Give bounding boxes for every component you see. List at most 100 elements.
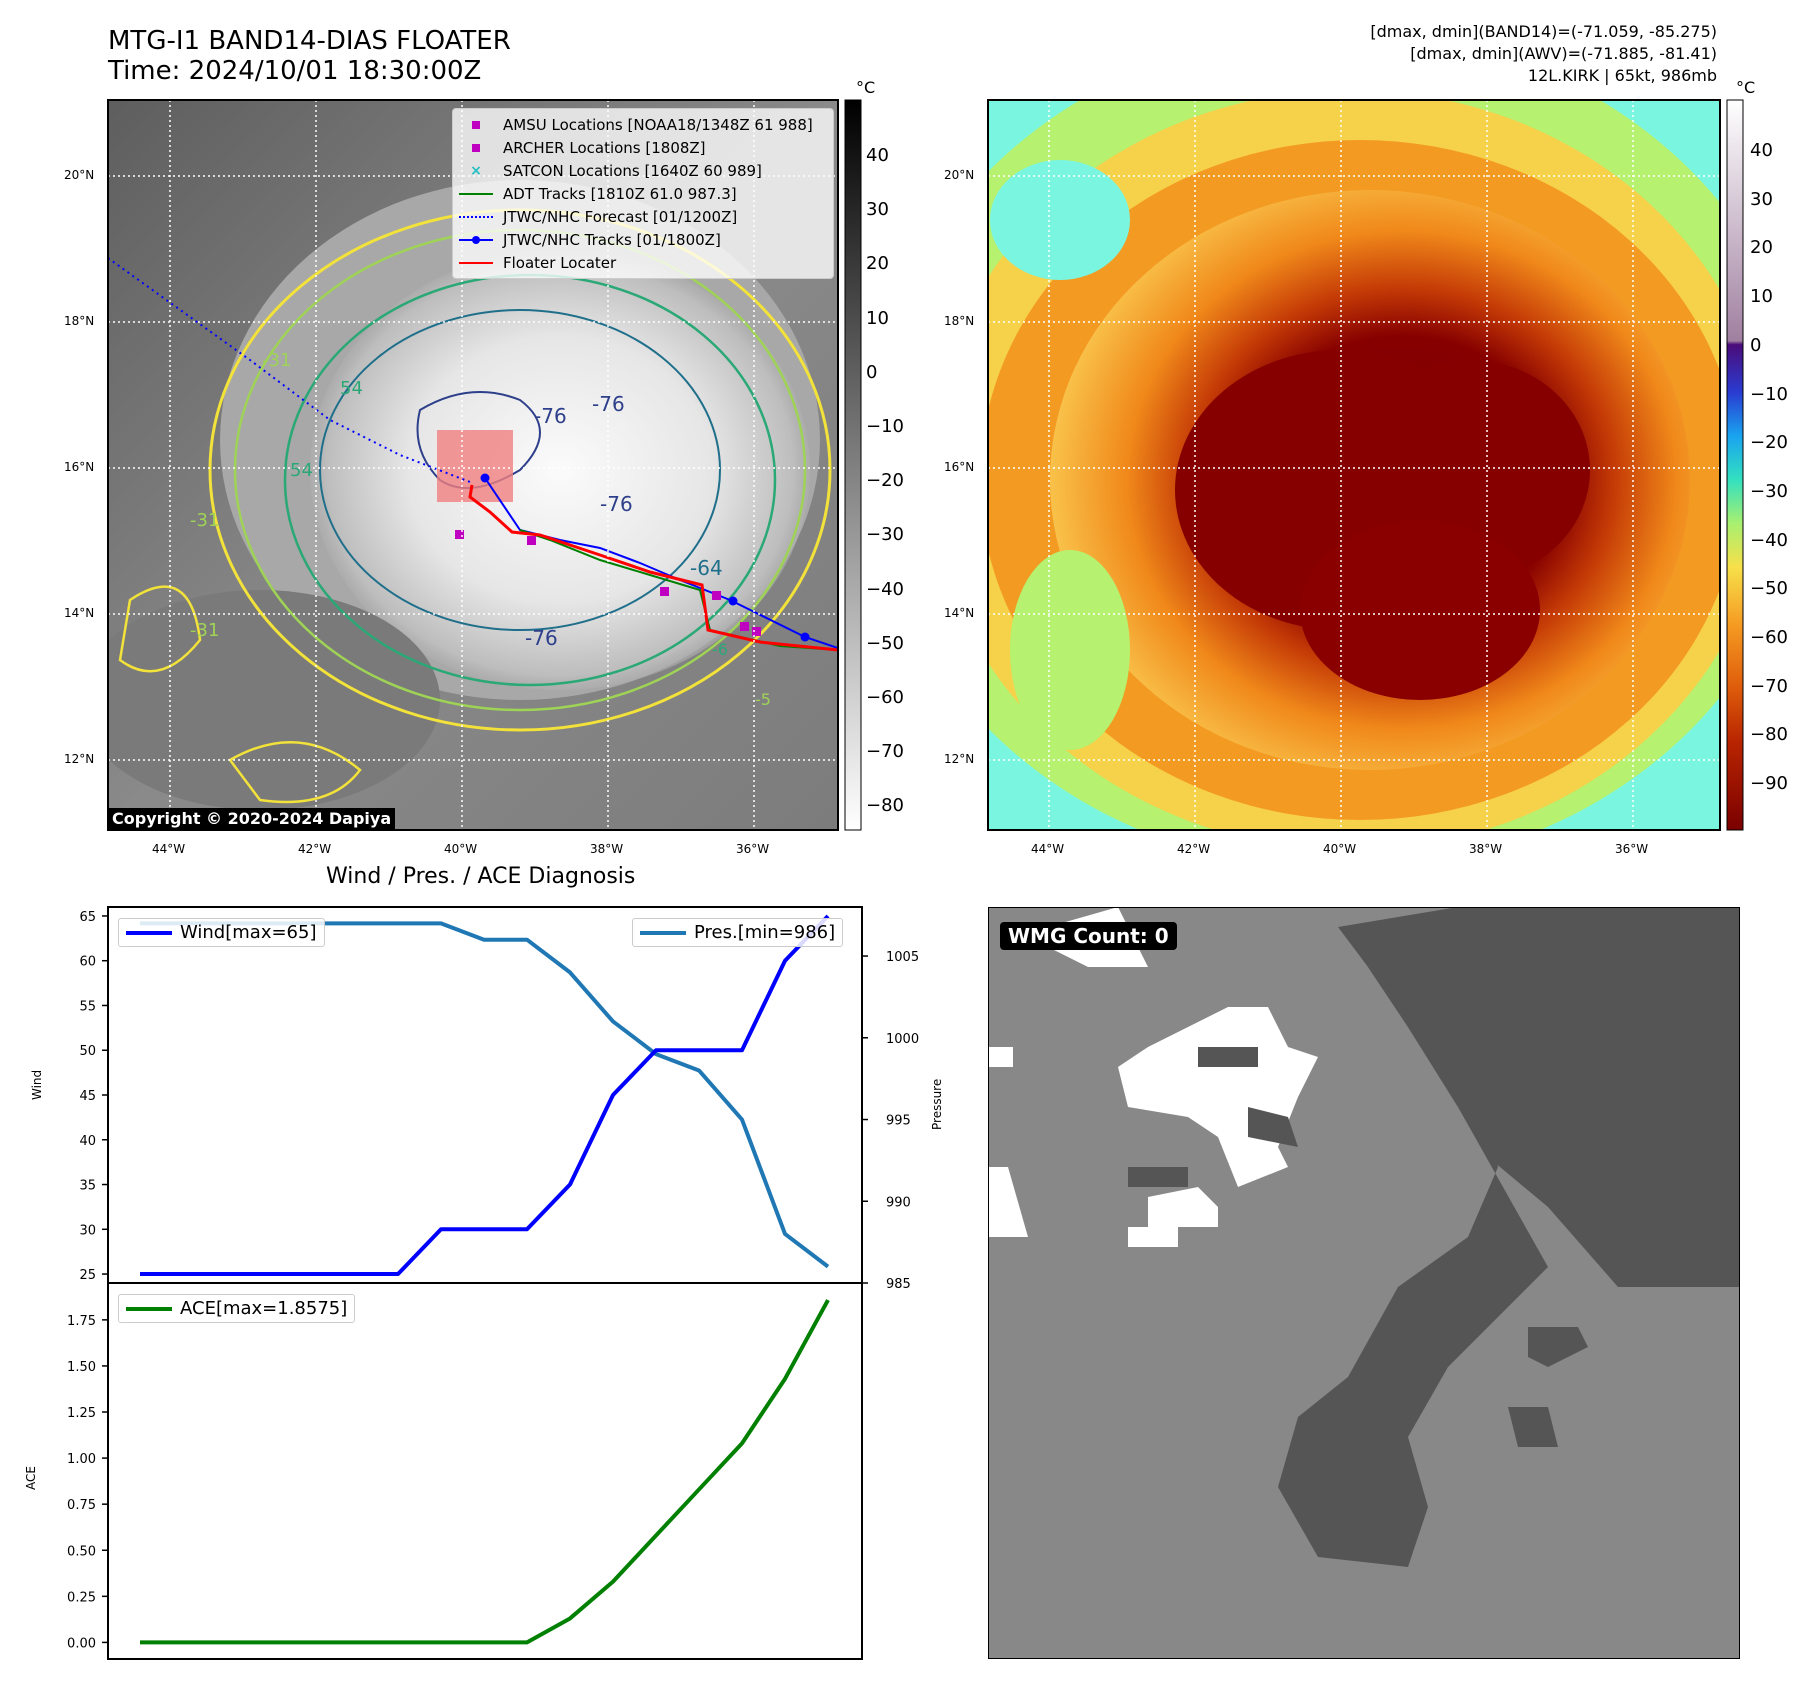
contour-label: -31 [190,620,220,641]
line-dot-marker-icon [459,233,493,247]
colorbar-tick: −20 [866,470,904,492]
pressure-tick-label: 1000 [886,1032,919,1047]
colorbar-tick: 0 [1750,334,1762,356]
right-colorbar [1726,99,1744,831]
legend-jtwc: JTWC/NHC Tracks [01/1800Z] [459,228,827,251]
lat-label: 14°N [944,606,975,620]
lat-label: 20°N [64,168,95,182]
x-marker-icon: × [470,162,482,179]
colorbar-tick: −30 [1750,480,1788,502]
lat-label: 20°N [944,168,975,182]
pressure-tick-label: 995 [886,1114,911,1129]
wind-legend: Wind[max=65] [118,918,325,947]
colorbar-tick: −90 [1750,773,1788,795]
colorbar-tick: 40 [1750,140,1773,161]
lon-label: 40°W [1323,842,1357,856]
ace-series-line [140,1299,830,1645]
contour-label: -6 [712,640,728,659]
wind-tick-label: 50 [79,1044,96,1059]
legend-forecast: JTWC/NHC Forecast [01/1200Z] [459,205,827,228]
lat-label: 18°N [944,314,975,328]
colorbar-tick: −50 [1750,578,1788,600]
lat-label: 16°N [944,460,975,474]
lon-label: 40°W [444,842,478,856]
colorbar-tick: −10 [1750,383,1788,405]
lon-label: 44°W [152,842,186,856]
left-colorbar [844,99,862,831]
ace-tick-label: 0.25 [67,1590,96,1605]
lat-label: 12°N [64,752,95,766]
pressure-tick-label: 985 [886,1277,911,1292]
wind-tick-label: 60 [79,955,96,970]
colorbar-tick: −20 [1750,432,1788,454]
lon-label: 36°W [736,842,770,856]
dotted-line-icon [459,210,493,224]
colorbar-tick: 10 [866,307,889,329]
colorbar-tick: 40 [866,145,889,166]
lon-label: 42°W [1177,842,1211,856]
lon-label: 38°W [1469,842,1503,856]
wind-pressure-plot-frame [107,906,863,1284]
pressure-legend-label: Pres.[min=986] [694,922,836,943]
line-marker-icon [640,930,686,935]
colorbar-tick: 20 [1750,237,1773,259]
ace-tick-label: 1.00 [67,1452,96,1467]
pressure-tick-label: 990 [886,1195,911,1210]
wmg-count-badge: WMG Count: 0 [1000,922,1177,950]
right-map-gridlines [988,100,1720,830]
ace-tick-label: 1.75 [67,1314,96,1329]
line-marker-icon [126,1306,172,1311]
lon-label: 42°W [298,842,332,856]
line-marker-icon [126,930,172,935]
colorbar-tick: 10 [1750,286,1773,308]
contour-label: -76 [525,626,558,650]
left-map-svg [107,99,1744,831]
legend-floater: Floater Locater [459,251,827,274]
map-legend: AMSU Locations [NOAA18/1348Z 61 988] ARC… [452,108,834,279]
colorbar-tick: −60 [866,687,904,708]
ace-legend: ACE[max=1.8575] [118,1294,356,1323]
wind-series-line [140,914,830,1277]
ace-tick-label: 0.00 [67,1636,96,1651]
pressure-series-line [140,921,830,1269]
ace-tick-label: 1.50 [67,1360,96,1375]
legend-label: AMSU Locations [NOAA18/1348Z 61 988] [503,115,813,134]
right-cbar-unit: °C [1736,78,1756,97]
legend-amsu: AMSU Locations [NOAA18/1348Z 61 988] [459,113,827,136]
diagnosis-title: Wind / Pres. / ACE Diagnosis [326,864,636,889]
colorbar-tick: 30 [866,199,889,221]
lat-label: 14°N [64,606,95,620]
contour-label: -31 [262,350,292,371]
wind-tick-label: 45 [79,1089,96,1104]
contour-label: -76 [534,404,567,428]
line-marker-icon [459,187,493,201]
right-map-imagery [988,100,1720,830]
info-storm: 12L.KIRK | 65kt, 986mb [1527,66,1717,85]
legend-adt: ADT Tracks [1810Z 61.0 987.3] [459,182,827,205]
ace-legend-label: ACE[max=1.8575] [180,1298,348,1319]
ace-tick-label: 0.75 [67,1498,96,1513]
info-band14: [dmax, dmin](BAND14)=(-71.059, -85.275) [1370,22,1717,41]
diagnosis-chart: 65 60 55 50 45 40 35 30 25 1005 1000 995 990 985 1.75 1… [67,906,919,1660]
wind-tick-label: 30 [79,1223,96,1238]
lon-label: 38°W [590,842,624,856]
map-title: MTG-I1 BAND14-DIAS FLOATER [108,26,511,56]
ace-plot-frame [107,1282,863,1660]
wind-tick-label: 25 [79,1268,96,1283]
legend-label: ADT Tracks [1810Z 61.0 987.3] [503,184,737,203]
legend-archer: ARCHER Locations [1808Z] [459,136,827,159]
square-marker-icon [459,141,493,155]
wind-ylabel: Wind [30,1069,44,1100]
colorbar-tick: −70 [866,741,904,763]
legend-label: ARCHER Locations [1808Z] [503,138,706,157]
legend-label: JTWC/NHC Forecast [01/1200Z] [503,207,738,226]
wind-tick-label: 65 [79,910,96,925]
info-awv: [dmax, dmin](AWV)=(-71.885, -81.41) [1410,44,1717,63]
contour-label: -76 [592,392,625,416]
colorbar-tick: 30 [1750,188,1773,210]
lat-label: 12°N [944,752,975,766]
wind-legend-label: Wind[max=65] [180,922,317,943]
contour-label: -5 [755,690,771,709]
colorbar-tick: 0 [866,361,878,383]
ace-ylabel: ACE [24,1466,38,1490]
